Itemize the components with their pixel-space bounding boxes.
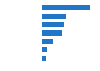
Bar bbox=[42, 30, 62, 36]
Bar bbox=[42, 39, 52, 44]
Bar bbox=[42, 14, 66, 19]
Bar bbox=[42, 47, 48, 52]
Bar bbox=[42, 22, 64, 27]
Bar bbox=[42, 5, 90, 10]
Bar bbox=[42, 56, 46, 61]
